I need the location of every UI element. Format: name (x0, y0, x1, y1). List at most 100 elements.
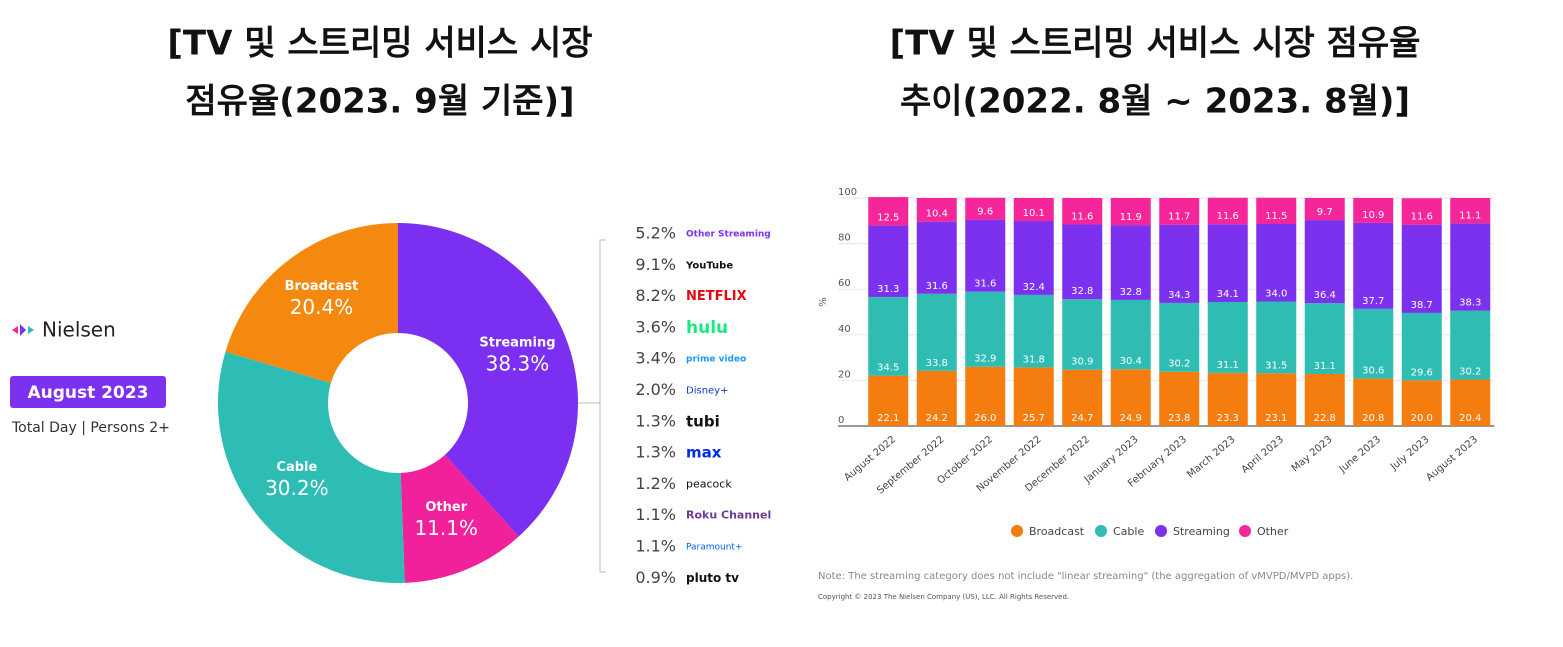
subtitle: Total Day | Persons 2+ (11, 420, 170, 436)
bar-value: 34.3 (1168, 290, 1190, 301)
bar-segment (1353, 222, 1394, 309)
logo-shape (12, 326, 18, 334)
bar-value: 30.6 (1362, 366, 1384, 377)
donut-slice (398, 223, 578, 537)
bar-value: 26.0 (974, 413, 996, 424)
bar-value: 31.3 (877, 284, 899, 295)
right-title: 추이(2022. 8월 ~ 2023. 8월)] (900, 82, 1410, 122)
y-tick-label: 100 (838, 187, 857, 198)
bar-segment (1256, 373, 1297, 426)
x-tick-label: June 2023 (1337, 434, 1383, 475)
bar-segment (1062, 299, 1103, 370)
bar-segment (1304, 374, 1345, 426)
legend-label: Other (1257, 525, 1289, 538)
bar-value: 11.6 (1217, 211, 1239, 222)
bar-segment (965, 219, 1006, 292)
breakdown-share: 5.2% (635, 224, 676, 243)
slice-name: Cable (276, 460, 317, 475)
x-tick-label: August 2023 (1424, 434, 1480, 483)
bar-value: 33.8 (926, 358, 948, 369)
bar-value: 34.0 (1265, 289, 1287, 300)
left-title: 점유율(2023. 9월 기준)] (185, 82, 574, 122)
bar-segment (1401, 380, 1442, 426)
breakdown-share: 3.6% (635, 317, 676, 336)
bar-segment (916, 221, 957, 294)
breakdown-service: Disney+ (686, 386, 728, 397)
bar-segment (1207, 372, 1248, 426)
bar-segment (1110, 299, 1151, 370)
bar-value: 31.1 (1217, 360, 1239, 371)
breakdown-share: 2.0% (635, 380, 676, 399)
breakdown-share: 1.2% (635, 474, 676, 493)
breakdown-share: 1.1% (635, 537, 676, 556)
bar-value: 9.6 (977, 207, 993, 218)
nielsen-logo (12, 324, 34, 336)
bar-segment (965, 291, 1006, 367)
bar-value: 10.9 (1362, 210, 1384, 221)
bar-value: 34.5 (877, 363, 899, 374)
breakdown-share: 1.1% (635, 505, 676, 524)
breakdown-service: NETFLIX (686, 289, 747, 304)
bar-value: 23.8 (1168, 413, 1190, 424)
bar-segment (1256, 223, 1297, 302)
breakdown-share: 1.3% (635, 443, 676, 462)
bar-value: 34.1 (1217, 289, 1239, 300)
breakdown-share: 8.2% (635, 286, 676, 305)
donut-slice (218, 351, 405, 583)
bar-value: 37.7 (1362, 296, 1384, 307)
breakdown-service: Roku Channel (686, 509, 771, 522)
logo-shape (28, 326, 34, 334)
bar-segment (1013, 367, 1054, 426)
x-tick-label: July 2023 (1388, 434, 1432, 473)
badge-bg (10, 376, 166, 408)
breakdown-share: 0.9% (635, 568, 676, 587)
x-tick-label: April 2023 (1240, 434, 1287, 476)
bar-segment (1401, 224, 1442, 313)
bar-segment (965, 197, 1006, 220)
x-tick-label: March 2023 (1185, 434, 1237, 480)
slice-name: Streaming (479, 336, 555, 351)
y-tick-label: 60 (838, 278, 851, 289)
bar-segment (1304, 303, 1345, 375)
slice-value: 11.1% (414, 516, 478, 540)
bar-value: 22.8 (1314, 413, 1336, 424)
bar-segment (1207, 301, 1248, 373)
left-title: [TV 및 스트리밍 서비스 시장 (167, 24, 592, 64)
bar-segment (1062, 369, 1103, 426)
bar-value: 25.7 (1023, 413, 1045, 424)
bar-value: 36.4 (1314, 290, 1336, 301)
bar-segment (868, 225, 909, 297)
logo-shape (20, 324, 26, 336)
bar-value: 31.1 (1314, 361, 1336, 372)
slice-name: Other (425, 500, 467, 515)
bar-segment (1110, 225, 1151, 300)
bar-value: 9.7 (1317, 207, 1333, 218)
bar-value: 32.9 (974, 354, 996, 365)
legend-marker (1095, 525, 1107, 537)
bar-segment (868, 296, 909, 376)
breakdown-service: hulu (686, 318, 728, 338)
bar-value: 12.5 (877, 213, 899, 224)
bar-value: 11.1 (1459, 210, 1481, 221)
bar-segment (1207, 224, 1248, 302)
slice-value: 30.2% (265, 476, 329, 500)
bar-segment (1450, 379, 1491, 426)
bar-value: 32.8 (1120, 287, 1142, 298)
bar-value: 24.2 (926, 413, 948, 424)
bar-value: 30.4 (1120, 356, 1142, 367)
breakdown-share: 3.4% (635, 349, 676, 368)
breakdown-service: max (686, 444, 722, 462)
bar-segment (1013, 221, 1054, 295)
legend-label: Broadcast (1029, 525, 1085, 538)
bar-segment (1256, 301, 1297, 374)
donut-slice (225, 223, 398, 384)
breakdown-share: 9.1% (635, 255, 676, 274)
bar-segment (916, 370, 957, 426)
brand: Nielsen (42, 318, 116, 342)
bar-value: 22.1 (877, 413, 899, 424)
bar-segment (965, 366, 1006, 426)
note: Note: The streaming category does not in… (818, 571, 1353, 582)
bar-segment (1013, 198, 1054, 222)
breakdown-service: prime video (686, 355, 746, 365)
